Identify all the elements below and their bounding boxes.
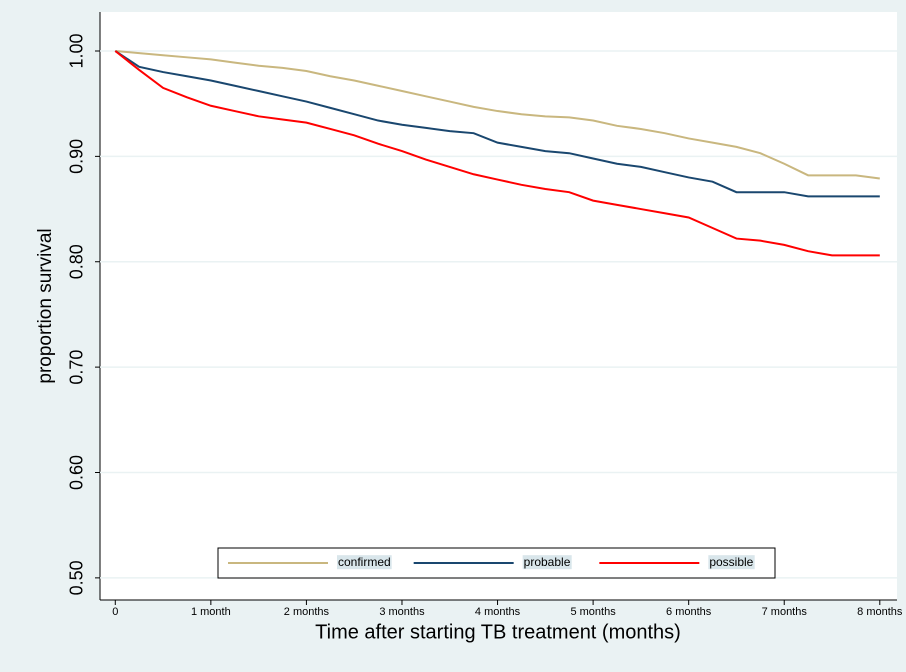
series-line bbox=[115, 49, 880, 180]
x-tick-label: 6 months bbox=[666, 606, 712, 618]
x-tick-label: 4 months bbox=[475, 606, 521, 618]
y-tick-label: 0.50 bbox=[67, 560, 87, 595]
y-tick-label: 0.90 bbox=[67, 139, 87, 174]
x-tick-label: 8 months bbox=[857, 606, 903, 618]
legend-label-bg bbox=[522, 555, 572, 570]
x-tick-label: 5 months bbox=[570, 606, 616, 618]
y-tick-label: 0.80 bbox=[67, 244, 87, 279]
legend-label-bg bbox=[337, 555, 392, 570]
plot-area bbox=[100, 12, 897, 600]
y-tick-label: 1.00 bbox=[67, 33, 87, 68]
legend-label: confirmed bbox=[338, 555, 391, 569]
y-tick-label: 0.70 bbox=[67, 350, 87, 385]
x-tick-label: 1 month bbox=[191, 606, 231, 618]
x-tick-label: 2 months bbox=[284, 606, 330, 618]
series-line bbox=[114, 50, 880, 198]
x-axis-title: Time after starting TB treatment (months… bbox=[315, 621, 681, 643]
y-tick-label: 0.60 bbox=[67, 455, 87, 490]
series-line bbox=[114, 50, 880, 257]
x-tick-label: 3 months bbox=[379, 606, 425, 618]
legend-label: probable bbox=[524, 555, 571, 569]
legend-label: possible bbox=[709, 555, 753, 569]
legend-label-bg bbox=[708, 555, 755, 570]
x-tick-label: 7 months bbox=[762, 606, 808, 618]
y-axis-title: proportion survival bbox=[35, 228, 56, 383]
x-tick-label: 0 bbox=[112, 606, 118, 618]
